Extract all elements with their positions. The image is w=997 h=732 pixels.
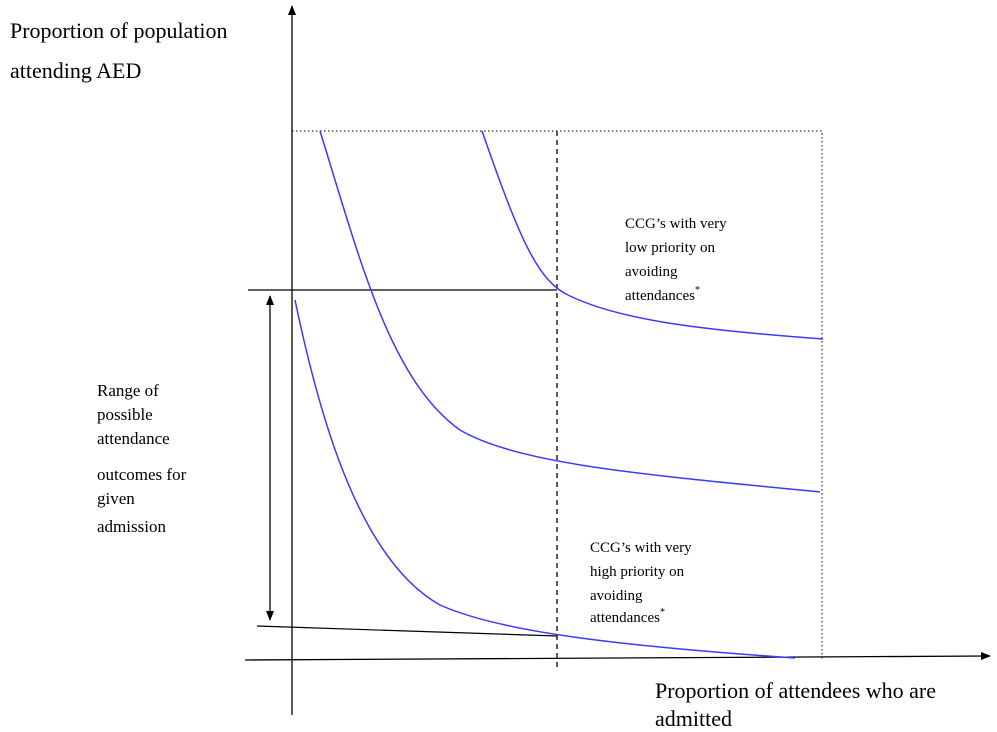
curve-middle bbox=[319, 130, 821, 493]
annotation: given bbox=[97, 489, 135, 508]
annotation: CCG’s with very bbox=[590, 540, 692, 556]
annotation: avoiding bbox=[590, 588, 643, 604]
curve-low-priority bbox=[481, 130, 824, 340]
y-axis-label: Proportion of population bbox=[10, 18, 228, 43]
annotation: high priority on bbox=[590, 564, 685, 580]
dotted-frame bbox=[292, 130, 823, 660]
lower-reference-line bbox=[256, 625, 558, 637]
annotation: CCG’s with very bbox=[625, 216, 727, 232]
y-axis-label: attending AED bbox=[10, 58, 141, 83]
x-axis-label: Proportion of attendees who are bbox=[655, 678, 936, 703]
annotation: low priority on bbox=[625, 240, 715, 256]
annotation: attendance bbox=[97, 429, 170, 448]
curve-high-priority bbox=[294, 299, 796, 659]
annotation-text: attendances bbox=[590, 610, 660, 626]
annotation-mark: * bbox=[660, 607, 665, 618]
annotation: attendances* bbox=[590, 607, 665, 626]
annotation: admission bbox=[97, 517, 166, 536]
annotation: avoiding bbox=[625, 264, 678, 280]
annotation: Range of bbox=[97, 381, 159, 400]
annotation: possible bbox=[97, 405, 153, 424]
x-axis-label: admitted bbox=[655, 706, 732, 731]
annotation-mark: * bbox=[695, 285, 700, 296]
annotation-text: attendances bbox=[625, 288, 695, 304]
x-axis bbox=[244, 652, 991, 661]
annotation: outcomes for bbox=[97, 465, 187, 484]
annotation: attendances* bbox=[625, 285, 700, 304]
